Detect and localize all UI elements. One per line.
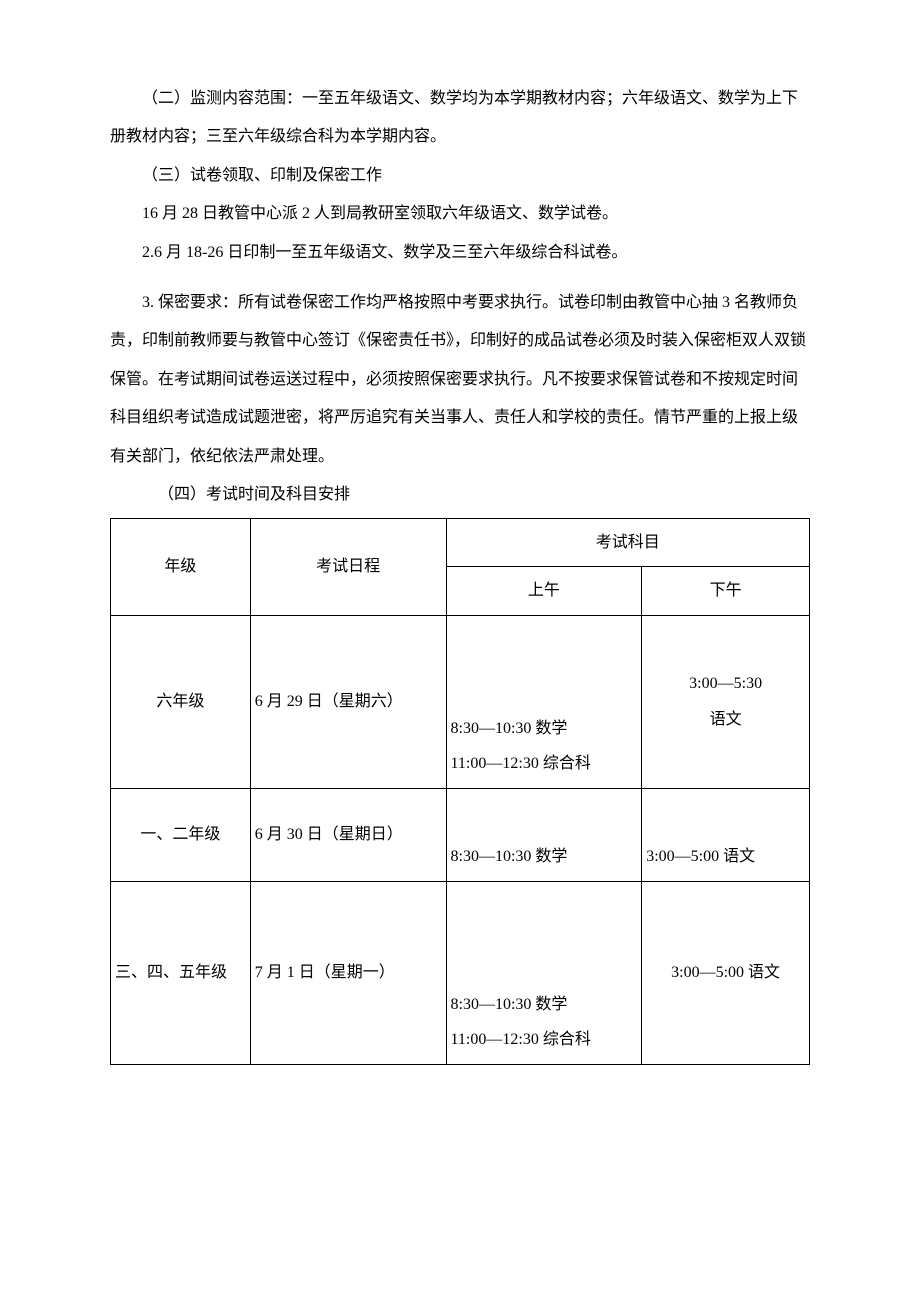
table-row: 三、四、五年级 7 月 1 日（星期一） 8:30—10:30 数学 11:00… — [111, 881, 810, 1064]
cell-schedule: 6 月 29 日（星期六） — [250, 615, 446, 788]
pm-line-1: 3:00—5:00 语文 — [646, 955, 805, 990]
paragraph-section-3: （三）试卷领取、印制及保密工作 — [110, 157, 810, 195]
exam-schedule-table: 年级 考试日程 考试科目 上午 下午 六年级 6 月 29 日（星期六） 8:3… — [110, 518, 810, 1064]
cell-grade: 三、四、五年级 — [111, 881, 251, 1064]
am-line-2: 11:00—12:30 综合科 — [451, 746, 638, 781]
paragraph-scope: （二）监测内容范围：一至五年级语文、数学均为本学期教材内容；六年级语文、数学为上… — [110, 80, 810, 157]
col-subjects: 考试科目 — [446, 519, 809, 567]
cell-schedule: 7 月 1 日（星期一） — [250, 881, 446, 1064]
cell-grade: 六年级 — [111, 615, 251, 788]
paragraph-item-2: 2.6 月 18-26 日印制一至五年级语文、数学及三至六年级综合科试卷。 — [110, 234, 810, 272]
paragraph-item-1: 16 月 28 日教管中心派 2 人到局教研室领取六年级语文、数学试卷。 — [110, 195, 810, 233]
cell-grade: 一、二年级 — [111, 788, 251, 881]
col-pm: 下午 — [642, 567, 810, 615]
am-line-2: 11:00—12:30 综合科 — [451, 1022, 638, 1057]
pm-line-1: 3:00—5:00 语文 — [646, 839, 805, 874]
cell-schedule: 6 月 30 日（星期日） — [250, 788, 446, 881]
table-header-row-1: 年级 考试日程 考试科目 — [111, 519, 810, 567]
table-row: 一、二年级 6 月 30 日（星期日） 8:30—10:30 数学 3:00—5… — [111, 788, 810, 881]
col-schedule: 考试日程 — [250, 519, 446, 615]
paragraph-section-4: （四）考试时间及科目安排 — [110, 476, 810, 514]
col-grade: 年级 — [111, 519, 251, 615]
col-am: 上午 — [446, 567, 642, 615]
cell-am: 8:30—10:30 数学 11:00—12:30 综合科 — [446, 615, 642, 788]
table-row: 六年级 6 月 29 日（星期六） 8:30—10:30 数学 11:00—12… — [111, 615, 810, 788]
pm-line-2: 语文 — [646, 702, 805, 737]
cell-pm: 3:00—5:00 语文 — [642, 881, 810, 1064]
paragraph-item-3: 3. 保密要求：所有试卷保密工作均严格按照中考要求执行。试卷印制由教管中心抽 3… — [110, 284, 810, 476]
cell-pm: 3:00—5:00 语文 — [642, 788, 810, 881]
am-line-1: 8:30—10:30 数学 — [451, 987, 638, 1022]
am-line-1: 8:30—10:30 数学 — [451, 839, 638, 874]
am-line-1: 8:30—10:30 数学 — [451, 711, 638, 746]
cell-pm: 3:00—5:30 语文 — [642, 615, 810, 788]
cell-am: 8:30—10:30 数学 — [446, 788, 642, 881]
pm-line-1: 3:00—5:30 — [646, 666, 805, 701]
cell-am: 8:30—10:30 数学 11:00—12:30 综合科 — [446, 881, 642, 1064]
